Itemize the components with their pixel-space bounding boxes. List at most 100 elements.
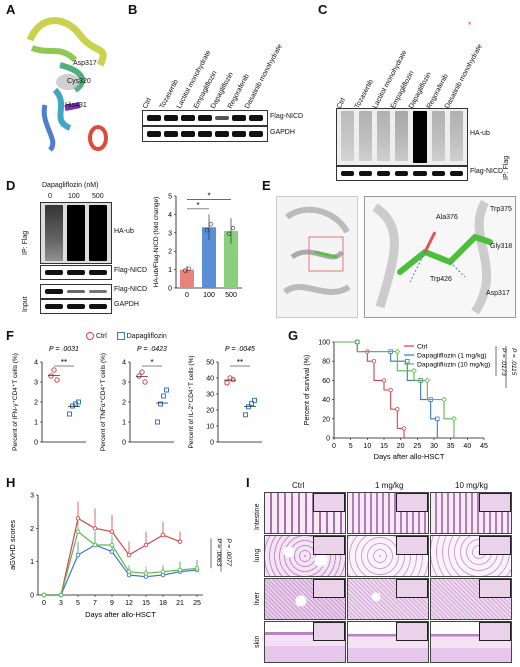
data-point (143, 571, 149, 576)
x-tick-label: 25 (413, 443, 421, 450)
blot-gapdh-d (40, 299, 112, 314)
row-label-gapdh-b: GAPDH (270, 129, 295, 136)
y-tick-label: 4 (122, 360, 126, 367)
sig-star: ** (237, 358, 243, 367)
blot-ha-ub-d (40, 202, 112, 264)
data-point (58, 592, 64, 598)
row-label-skin: skin (254, 635, 261, 648)
y-tick-label: 3 (168, 230, 172, 237)
y-tick-label: 10 (206, 424, 214, 431)
y-tick-label: 1 (30, 559, 34, 566)
y-tick-label: 50 (206, 360, 214, 367)
censor-mark (441, 396, 447, 403)
p-value: P = .0423 (137, 346, 167, 353)
y-tick-label: 0 (122, 440, 126, 447)
scatter-chart-f3: P = .0045 0 10 20 30 40 50 ** Percent of IL-2⁺CD… (188, 346, 262, 449)
data-point (208, 222, 214, 227)
y-tick-label: 2 (34, 400, 38, 407)
data-point-dapa (252, 397, 257, 403)
y-axis-label: HA-ub/Flag-NICD (fold change) (153, 197, 160, 288)
y-tick-label: 60 (322, 378, 330, 385)
censor-mark (381, 378, 387, 383)
y-tick-label: 40 (206, 376, 214, 383)
ip-label-c: IP: Flag (503, 155, 510, 180)
data-point (186, 266, 192, 271)
y-tick-label: 3 (30, 493, 34, 500)
p-value: P = .0173 (500, 348, 507, 376)
data-point (92, 542, 98, 548)
censor-mark (371, 359, 377, 364)
data-point (177, 539, 183, 544)
data-point (177, 567, 183, 573)
residue-label: Asp317 (486, 290, 510, 297)
row-label: GAPDH (114, 301, 139, 308)
row-label: HA-ub (114, 228, 134, 235)
lane-label: Dasatinib monohydrate (443, 43, 484, 110)
censor-mark (451, 415, 457, 422)
histology-image (347, 535, 429, 577)
histology-image (264, 578, 346, 620)
data-point-ctrl (51, 367, 57, 373)
data-point (160, 569, 166, 574)
data-point (41, 592, 47, 598)
histology-image (347, 492, 429, 534)
sig-star: * (150, 358, 153, 367)
scatter-chart-f1: P = .0031 0 1 2 3 4 ** Percent of IFN-γ⁺CD4⁺T c… (12, 346, 86, 451)
residue-label: Trp426 (430, 276, 452, 283)
data-point (160, 532, 166, 538)
censor-mark (354, 339, 361, 345)
data-point-dapa (155, 419, 160, 425)
survival-line (334, 341, 405, 438)
x-tick-label: 9 (110, 600, 114, 607)
bar-chart-d: 0 1 2 3 4 5 0 100 500 * * HA-ub/Flag-NICD (fold cha… (153, 192, 242, 299)
p-value: P = .0077 (225, 538, 232, 566)
data-point (126, 569, 132, 574)
y-tick-label: 5 (168, 194, 172, 201)
data-point (194, 566, 200, 571)
y-axis-label: Percent of TNFα⁺CD4⁺T cells (%) (100, 353, 107, 451)
panel-label-b: B (128, 2, 138, 17)
censor-mark (394, 348, 401, 355)
residue-label: Ala376 (436, 214, 458, 221)
panel-label-g: G (288, 328, 299, 343)
blot-ha-ub-c (336, 108, 468, 166)
y-tick-label: 20 (206, 408, 214, 415)
censor-mark (405, 358, 410, 364)
row-label-flag-nicd-b: Flag-NICD (270, 113, 304, 120)
score-line (44, 530, 198, 596)
blot-flag-nicd-b (142, 110, 268, 126)
panel-label-h: H (6, 475, 16, 490)
x-tick-label: 35 (447, 443, 455, 450)
legend-label-dapa: Dapagliflozin (126, 332, 167, 340)
y-tick-label: 0 (34, 440, 38, 447)
sig-star: ** (61, 358, 67, 367)
survival-line (334, 341, 455, 438)
dose-label: 500 (92, 193, 104, 200)
y-tick-label: 1 (122, 420, 126, 427)
legend-f: Ctrl Dapagliflozin (86, 332, 167, 340)
y-tick-label: 2 (30, 526, 34, 533)
blot-flag-nicd-c (336, 166, 468, 181)
data-point (182, 268, 188, 273)
blot-gapdh-b (142, 126, 268, 142)
data-point (204, 228, 210, 233)
histology-image (430, 535, 512, 577)
censor-mark (435, 416, 440, 421)
dose-label: 100 (68, 193, 80, 200)
y-tick-label: 0 (326, 436, 330, 443)
x-tick-label: 0 (42, 600, 46, 607)
data-point (75, 529, 81, 534)
data-point (75, 516, 81, 521)
data-point-dapa (76, 399, 81, 405)
docking-detail-e (364, 196, 516, 318)
censor-mark (388, 387, 393, 393)
residue-his431: His431 (65, 102, 87, 109)
row-label-liver: liver (254, 592, 261, 605)
censor-mark (424, 377, 431, 384)
row-label-ha-ub-c: HA-ub (470, 130, 490, 137)
row-label-lung: lung (254, 548, 261, 562)
input-label-d: Input (22, 296, 29, 312)
scatter-chart-f2: P = .0423 0 1 2 3 4 * Percent of TNFα⁺CD4⁺T cel… (100, 346, 174, 451)
y-tick-label: 0 (210, 440, 214, 447)
y-tick-label: 30 (206, 392, 214, 399)
